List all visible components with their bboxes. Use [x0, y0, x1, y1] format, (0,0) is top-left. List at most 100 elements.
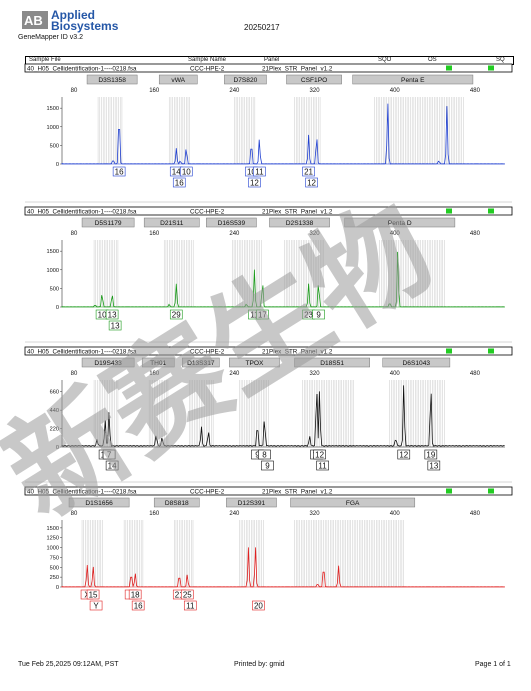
- y-tick-label: 1000: [47, 125, 59, 131]
- allele-call-box: [256, 309, 269, 320]
- x-tick-label: 320: [310, 231, 321, 237]
- x-tick-label: 80: [71, 371, 78, 377]
- allele-call-box: [131, 600, 145, 611]
- y-tick-label: 500: [50, 286, 59, 292]
- allele-call-box: [89, 600, 103, 611]
- sq-status-indicator: [488, 488, 494, 494]
- allele-call-label: 19: [426, 451, 435, 460]
- panel-info-bar: [24, 206, 513, 216]
- marker-label: D16S539: [218, 220, 246, 227]
- marker-box: [226, 497, 277, 508]
- report-date: 20250217: [244, 23, 280, 32]
- y-tick-label: 1500: [47, 106, 59, 112]
- allele-call-label: 10: [247, 168, 256, 177]
- allele-call-label: 16: [175, 179, 184, 188]
- col-sqo: SQO: [378, 57, 392, 63]
- marker-box: [352, 74, 474, 85]
- allele-call-label: 20: [254, 602, 263, 611]
- marker-label: FGA: [346, 500, 360, 507]
- marker-box: [286, 74, 342, 85]
- panel-sample-file: 40_H05_Cellidentification-1----0218.fsa: [27, 66, 137, 73]
- allele-call-label: 9: [265, 462, 270, 471]
- allele-call-box: [102, 449, 116, 460]
- allele-call-box: [253, 166, 266, 177]
- signal-trace: [61, 385, 505, 447]
- y-tick-label: 1000: [47, 546, 59, 552]
- allele-call-box: [180, 589, 194, 600]
- allele-call-label: 8: [262, 451, 267, 460]
- allele-call-box: [252, 600, 265, 611]
- footer-printed-by: Printed by: gmid: [234, 661, 285, 668]
- marker-box: [141, 357, 175, 368]
- allele-call-box: [316, 460, 329, 471]
- x-tick-label: 240: [229, 231, 240, 237]
- signal-trace: [61, 547, 505, 588]
- x-tick-label: 80: [71, 88, 78, 94]
- marker-box: [81, 357, 135, 368]
- x-tick-label: 240: [229, 88, 240, 94]
- marker-box: [81, 217, 135, 228]
- allele-call-box: [313, 449, 326, 460]
- x-tick-label: 480: [470, 88, 481, 94]
- x-tick-label: 400: [390, 231, 401, 237]
- x-tick-label: 400: [390, 511, 401, 517]
- allele-call-box: [86, 589, 100, 600]
- panel-sample-name: CCC-HPE-2: [190, 66, 225, 73]
- x-tick-label: 160: [149, 371, 160, 377]
- allele-call-box: [112, 166, 126, 177]
- sqo-status-indicator: [446, 208, 452, 214]
- y-tick-label: 250: [50, 575, 59, 581]
- allele-call-label: 11: [250, 311, 259, 320]
- sqo-status-indicator: [446, 65, 452, 71]
- allele-call-label: 14: [172, 168, 181, 177]
- col-sample-file: Sample File: [29, 57, 61, 63]
- allele-call-label: 16: [115, 168, 124, 177]
- x-tick-label: 240: [229, 371, 240, 377]
- marker-box: [294, 357, 370, 368]
- allele-call-label: 10: [182, 168, 191, 177]
- panel-sample-file: 40_H05_Cellidentification-1----0218.fsa: [27, 209, 137, 216]
- allele-call-label: 11: [318, 462, 327, 471]
- marker-label: D5S1179: [95, 220, 122, 227]
- allele-call-box: [108, 320, 122, 331]
- allele-call-box: [128, 589, 142, 600]
- allele-call-label: 13: [111, 322, 120, 331]
- marker-box: [158, 74, 198, 85]
- allele-call-label: 23: [304, 311, 313, 320]
- marker-label: CSF1PO: [301, 77, 327, 84]
- marker-label: TH01: [150, 360, 166, 367]
- y-tick-label: 1500: [47, 526, 59, 532]
- allele-call-box: [105, 460, 119, 471]
- panel-name: 21Plex_STR_Panel_v1.2: [262, 66, 333, 73]
- panel-info-bar: [24, 486, 513, 496]
- allele-call-box: [397, 449, 411, 460]
- allele-call-box: [258, 449, 271, 460]
- allele-call-label: 17: [258, 311, 267, 320]
- marker-label: D1S1656: [85, 500, 113, 507]
- marker-box: [143, 217, 200, 228]
- allele-call-box: [427, 460, 441, 471]
- marker-box: [68, 497, 130, 508]
- brand-name-line2: Biosystems: [51, 19, 119, 33]
- marker-label: D19S433: [94, 360, 122, 367]
- marker-box: [153, 497, 200, 508]
- x-tick-label: 480: [470, 231, 481, 237]
- marker-label: D18S51: [320, 360, 344, 367]
- marker-box: [269, 217, 330, 228]
- allele-call-label: 29: [172, 311, 181, 320]
- allele-call-label: 25: [183, 591, 192, 600]
- panel-name: 21Plex_STR_Panel_v1.2: [262, 209, 333, 216]
- y-tick-label: 1500: [47, 249, 59, 255]
- panel-sample-file: 40_H05_Cellidentification-1----0218.fsa: [27, 349, 137, 356]
- y-tick-label: 440: [50, 408, 59, 414]
- panel-sample-name: CCC-HPE-2: [190, 349, 225, 356]
- marker-label: D21S11: [160, 220, 184, 227]
- x-tick-label: 160: [149, 511, 160, 517]
- marker-box: [344, 217, 456, 228]
- col-os: OS: [428, 57, 437, 63]
- x-tick-label: 400: [390, 88, 401, 94]
- allele-call-label: 16: [134, 602, 143, 611]
- marker-box: [206, 217, 257, 228]
- marker-label: Penta D: [388, 220, 412, 227]
- allele-call-label: 14: [108, 462, 117, 471]
